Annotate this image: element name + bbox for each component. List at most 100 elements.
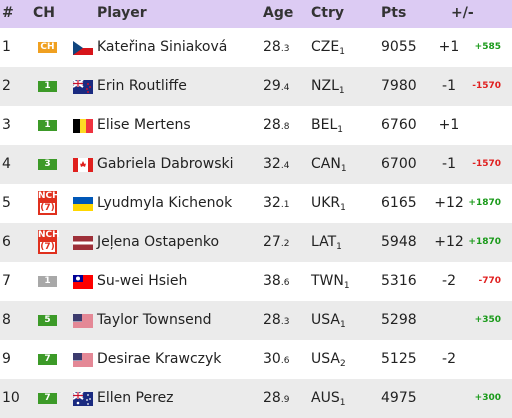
table-row: 1 CH Kateřina Siniaková 28.3 CZE1 9055 +1 +585 <box>0 28 512 67</box>
country: BEL1 <box>311 117 343 135</box>
country-sub: 1 <box>338 86 345 96</box>
age-int: 32 <box>263 156 281 172</box>
flag-icon <box>72 391 93 406</box>
country-sub: 1 <box>340 164 347 174</box>
table-row: 4 3 Gabriela Dabrowski 32.4 CAN1 6700 -1 -1570 <box>0 145 512 184</box>
age-int: 38 <box>263 273 281 289</box>
points-change: -1570 <box>472 159 501 169</box>
flag <box>73 119 93 137</box>
ch-badge: CH <box>38 42 57 53</box>
points-change: -1570 <box>472 81 501 91</box>
country: UKR1 <box>311 195 346 213</box>
country-code: USA <box>311 351 340 367</box>
rank-change: +12 <box>434 234 464 250</box>
country-sub: 1 <box>339 47 345 57</box>
age: 28.3 <box>263 312 289 328</box>
table-row: 2 1 Erin Routliffe 29.4 NZL1 7980 -1 -1570 <box>0 67 512 106</box>
points: 5316 <box>381 273 417 289</box>
ch-badge: 1 <box>38 81 57 92</box>
age-int: 27 <box>263 234 281 250</box>
table-row: 8 5 Taylor Townsend 28.3 USA1 5298 +350 <box>0 301 512 340</box>
points-change: +585 <box>474 42 501 52</box>
badge-label: 7 <box>44 393 51 403</box>
flag-icon <box>73 314 93 328</box>
country: NZL1 <box>311 78 345 96</box>
ch-badge: NCH (7) <box>38 191 60 215</box>
badge-label: NCH <box>38 230 60 240</box>
flag <box>72 391 93 410</box>
rank: 2 <box>2 78 11 94</box>
header-points: Pts <box>381 5 407 21</box>
country: USA1 <box>311 312 346 330</box>
player-name: Ellen Perez <box>97 390 174 406</box>
rank: 1 <box>2 39 11 55</box>
rank-change: -2 <box>442 351 456 367</box>
age-frac: .4 <box>280 83 290 93</box>
points: 6700 <box>381 156 417 172</box>
age: 27.2 <box>263 234 289 250</box>
flag <box>73 158 93 176</box>
flag <box>73 275 93 293</box>
age: 30.6 <box>263 351 289 367</box>
ch-badge: NCH (7) <box>38 230 60 254</box>
rank: 9 <box>2 351 11 367</box>
flag-icon <box>72 79 93 94</box>
ch-badge: 5 <box>38 315 57 326</box>
badge-label: 3 <box>44 159 51 169</box>
flag <box>72 79 93 98</box>
age-frac: .3 <box>280 44 290 54</box>
flag-icon <box>73 197 93 211</box>
ch-badge: 1 <box>38 276 57 287</box>
player-name: Gabriela Dabrowski <box>97 156 234 172</box>
rank-change: +12 <box>434 195 464 211</box>
age-frac: .3 <box>280 317 290 327</box>
country-sub: 2 <box>339 359 346 369</box>
rank-change: -2 <box>442 273 456 289</box>
country-sub: 1 <box>337 125 343 135</box>
country: TWN1 <box>311 273 350 291</box>
points: 6165 <box>381 195 417 211</box>
age-frac: .4 <box>280 161 290 171</box>
age-frac: .6 <box>280 356 290 366</box>
badge-label: 1 <box>44 120 51 130</box>
country-sub: 1 <box>343 281 350 291</box>
country-sub: 1 <box>339 320 346 330</box>
points: 6760 <box>381 117 417 133</box>
flag-icon <box>73 41 93 55</box>
country-code: NZL <box>311 78 339 94</box>
country: CAN1 <box>311 156 347 174</box>
badge-label: 7 <box>44 354 51 364</box>
country-code: USA <box>311 312 340 328</box>
rank-change: -1 <box>442 156 456 172</box>
player-name: Kateřina Siniaková <box>97 39 228 55</box>
age-int: 28 <box>263 390 281 406</box>
age: 32.4 <box>263 156 289 172</box>
points: 5298 <box>381 312 417 328</box>
header-age: Age <box>263 5 294 21</box>
age-int: 28 <box>263 117 281 133</box>
country: CZE1 <box>311 39 345 57</box>
header-ch: CH <box>33 5 55 21</box>
age-int: 32 <box>263 195 281 211</box>
flag <box>73 197 93 215</box>
player-name: Taylor Townsend <box>97 312 212 328</box>
header-rank: # <box>2 5 14 21</box>
rank: 4 <box>2 156 11 172</box>
points-change: +1870 <box>468 198 501 208</box>
points-change: +350 <box>474 315 501 325</box>
player-name: Erin Routliffe <box>97 78 187 94</box>
badge-label: 5 <box>44 315 51 325</box>
badge-label: CH <box>40 42 55 52</box>
ch-badge: 3 <box>38 159 57 170</box>
points: 9055 <box>381 39 417 55</box>
player-name: Lyudmyla Kichenok <box>97 195 233 211</box>
flag <box>73 314 93 332</box>
country-code: LAT <box>311 234 337 250</box>
rank: 3 <box>2 117 11 133</box>
country-code: TWN <box>311 273 344 289</box>
country-sub: 1 <box>339 398 346 408</box>
age-frac: .9 <box>280 395 290 405</box>
table-row: 10 7 Ellen Perez 28.9 AUS1 4975 +300 <box>0 379 512 418</box>
points-change: -770 <box>478 276 501 286</box>
